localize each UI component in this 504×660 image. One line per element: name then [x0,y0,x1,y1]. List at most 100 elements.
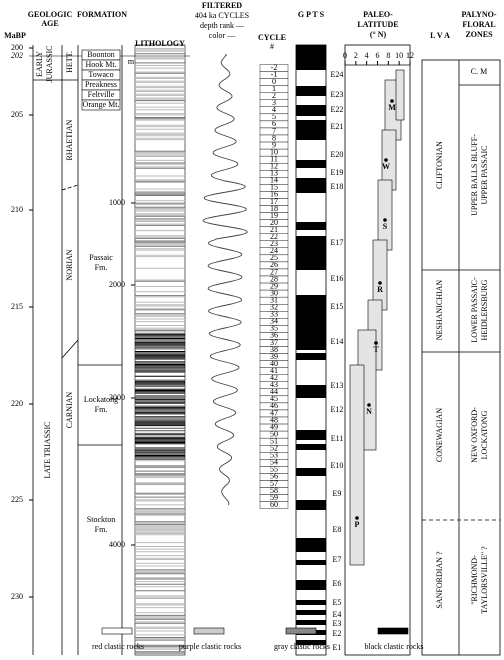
label: NESHANICHIAN [435,280,444,341]
label: Feltville [88,90,115,99]
label: 21 [270,225,278,234]
label: 24 [270,246,278,255]
chron-label: E13 [331,381,344,390]
chron-label: E6 [333,579,342,588]
polarity-block [296,45,326,70]
zone-frame [421,59,501,656]
label: (° N) [370,30,387,39]
boundary [61,184,79,191]
polarity-block [296,600,326,605]
label: purple clastic rocks [179,642,241,651]
label: m [128,57,135,66]
lat-tick-label: 6 [376,51,380,60]
polarity-block [296,178,326,193]
chron-label: E24 [331,70,344,79]
label: 0 [272,77,276,86]
polarity-block [296,538,326,552]
label: 28 [270,274,278,283]
label: 27 [270,267,278,276]
label: EARLY [35,51,44,77]
chron-label: E21 [331,122,344,131]
label: C. M [471,67,487,76]
label: Lockatong [84,395,118,404]
label: NEW OXFORD- [470,407,479,463]
chron-label: E1 [333,643,342,652]
polarity-block [296,468,326,476]
depth-tick-label: 1000 [109,198,125,207]
depth-tick-label: 4000 [109,540,125,549]
label: Fm. [95,263,108,272]
label: 43 [270,380,278,389]
label: CYCLE [258,33,286,42]
label: -1 [271,70,278,79]
label: 47 [270,408,278,417]
polarity-block [296,620,326,625]
label: ZONES [465,30,493,39]
label: Preakness [85,80,117,89]
boundary [61,339,79,359]
label: Towaco [88,70,113,79]
lat-tick-label: 8 [386,51,390,60]
chron-label: E16 [331,274,344,283]
polarity-block [296,430,326,440]
label: 40 [270,359,278,368]
lat-point [367,403,371,407]
label: 51 [270,436,278,445]
label: 31 [270,295,278,304]
label: red clastic rocks [92,642,144,651]
label: 60 [270,500,278,509]
lat-point [384,158,388,162]
label: LOCKATONG [480,410,489,459]
label: P [355,520,360,529]
label: 53 [270,451,278,460]
chron-label: E17 [331,238,344,247]
legend-swatch [377,627,409,635]
filtered-cycles [202,54,248,506]
label: 16 [270,190,278,199]
label: 35 [270,324,278,333]
label: FLORAL [462,20,495,29]
chron-label: E22 [331,105,344,114]
label: CARNIAN [65,392,74,429]
lat-tick-label: 0 [343,51,347,60]
chron-label: E18 [331,182,344,191]
label: 32 [270,303,278,312]
polarity-block [296,160,326,168]
label: 39 [270,352,278,361]
label: LOWER PASSAIC- [470,277,479,343]
label: Orange Mt. [83,100,120,109]
label: 55 [270,465,278,474]
label: "RICHMOND- [470,555,479,605]
chron-label: E23 [331,90,344,99]
label: -2 [271,63,278,72]
label: 44 [270,387,278,396]
label: 52 [270,444,278,453]
label: 50 [270,429,278,438]
lat-tick-label: 4 [365,51,369,60]
label: 26 [270,260,278,269]
label: 17 [270,197,278,206]
label: AGE [41,19,58,28]
label: 1 [272,84,276,93]
label: 25 [270,253,278,262]
chron-label: E11 [331,434,344,443]
lat-tick-label: 12 [406,51,414,60]
label: Boonton [87,50,115,59]
label: N [366,407,372,416]
legend-swatch [101,627,133,635]
polarity-block [296,86,326,96]
polarity-block [296,385,326,398]
label: G P T S [298,10,325,19]
label: UPPER PASSAIC [480,145,489,204]
lat-window [395,69,405,121]
label: T [373,345,379,354]
ma-tick-label: 230 [11,592,23,601]
polarity-block [296,295,326,350]
chron-label: E2 [333,629,342,638]
ma-tick-label: 205 [11,110,23,119]
label: Hook Mt. [85,60,116,69]
label: 13 [270,169,278,178]
ma-tick-label: 200 [11,43,23,52]
label: 58 [270,486,278,495]
